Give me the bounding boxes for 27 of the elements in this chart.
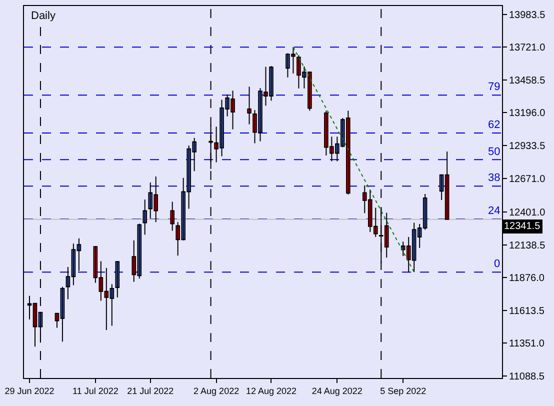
x-tick-label: 29 Jun 2022 (4, 386, 54, 396)
x-tick-label: 2 Aug 2022 (194, 386, 240, 396)
annotation: 50 (488, 146, 500, 158)
y-tick-label: 12933.5 (509, 140, 546, 152)
y-tick-label: 13721.0 (509, 42, 546, 54)
y-tick-label: 12138.5 (509, 240, 546, 252)
x-tick-label: 12 Aug 2022 (246, 386, 297, 396)
y-tick-label: 11351.0 (509, 338, 545, 350)
annotation: 24 (488, 205, 500, 217)
annotation: 62 (488, 119, 500, 131)
x-tick-label: 21 Jul 2022 (127, 386, 174, 396)
annotation: 38 (488, 172, 500, 184)
y-tick-label: 13983.5 (509, 10, 546, 21)
y-tick-label: 12401.0 (509, 207, 546, 218)
chart-title: Daily (31, 10, 56, 22)
x-tick-label: 11 Jul 2022 (72, 386, 118, 396)
annotation: 0 (494, 258, 500, 270)
ref-line-label: 12341.5 (504, 221, 541, 232)
y-tick-label: 11088.5 (509, 371, 545, 382)
y-tick-label: 13458.5 (509, 75, 546, 86)
y-tick-label: 11613.5 (509, 306, 545, 317)
y-tick-label: 12671.0 (509, 174, 546, 185)
y-tick-label: 13196.0 (509, 108, 546, 120)
x-tick-label: 5 Sep 2022 (380, 386, 426, 396)
x-tick-label: 24 Aug 2022 (312, 386, 362, 396)
annotation: 79 (488, 81, 500, 93)
y-tick-label: 11876.0 (509, 273, 545, 284)
